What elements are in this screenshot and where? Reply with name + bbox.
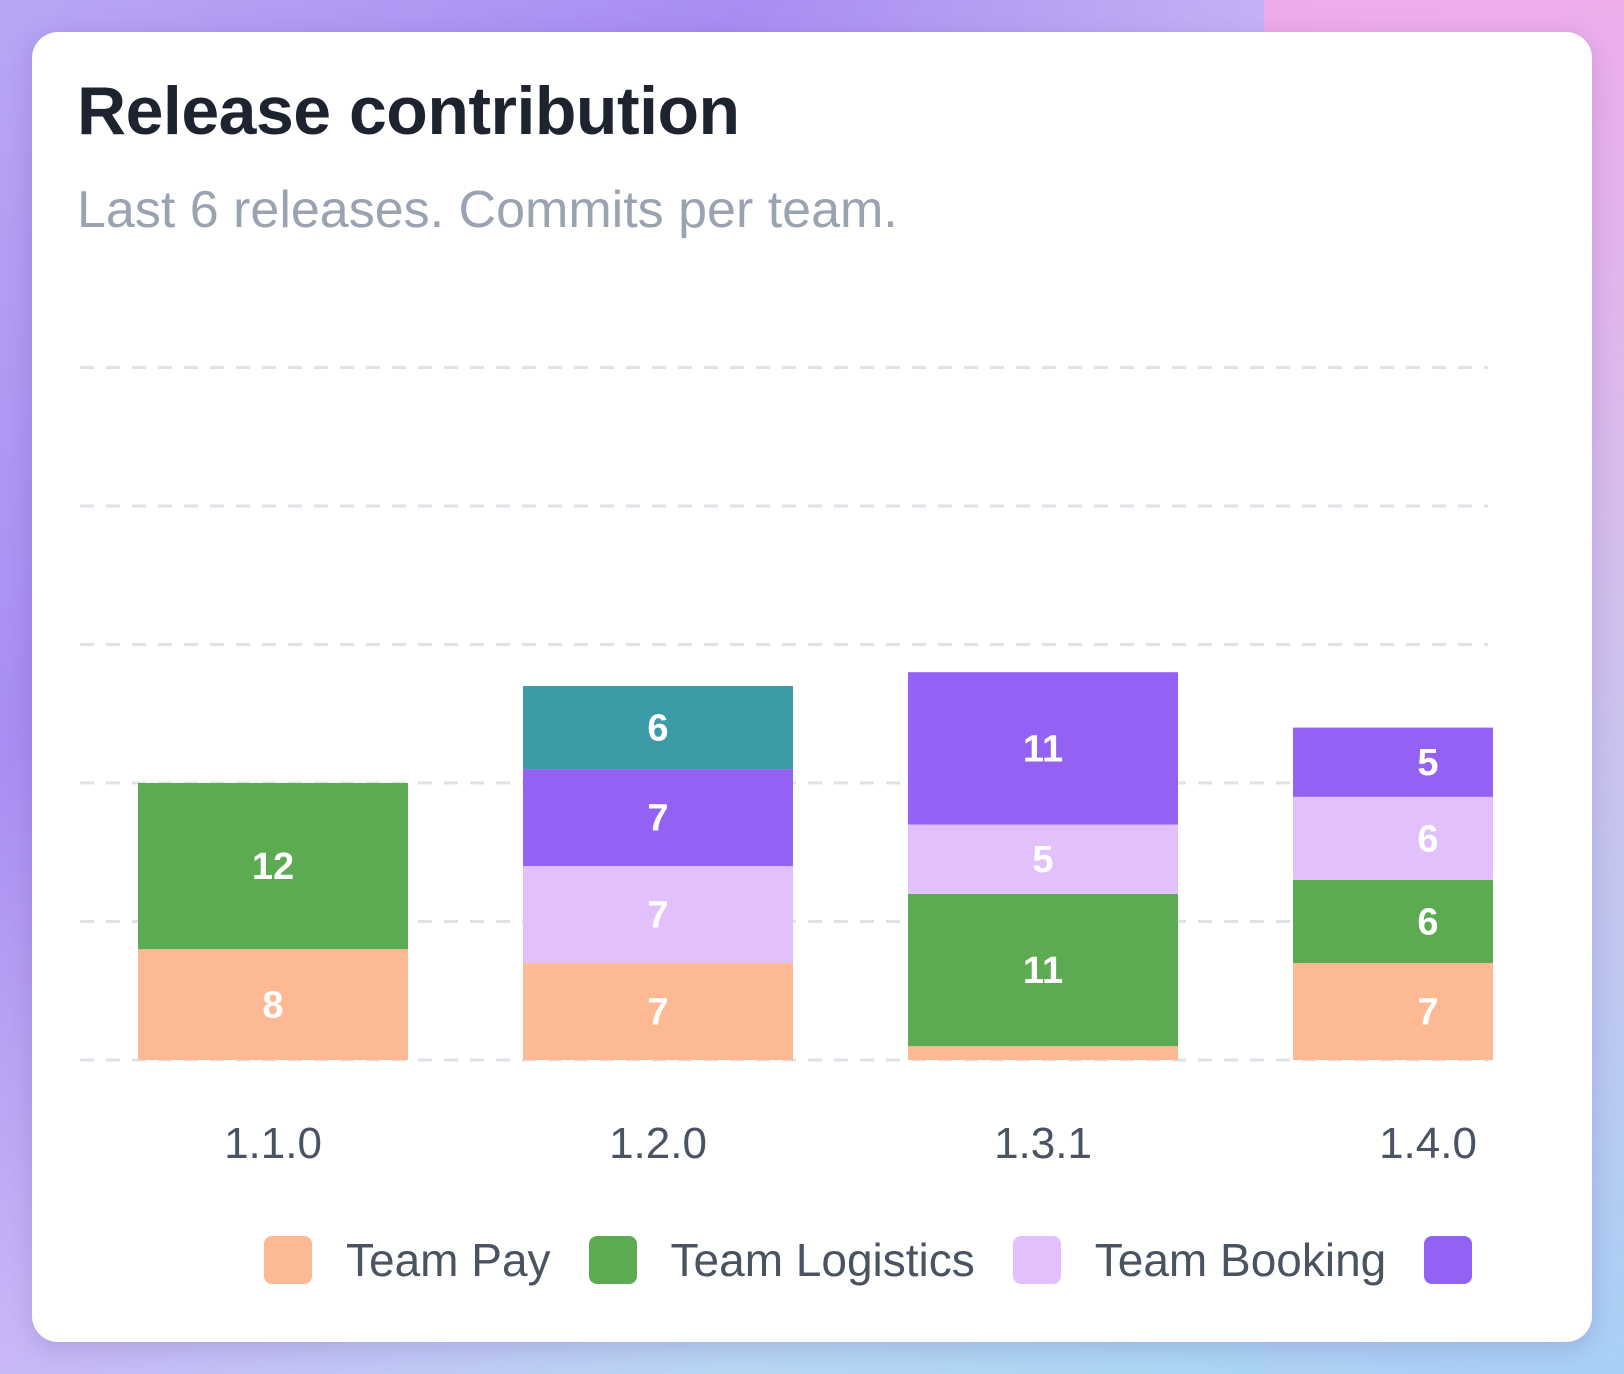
legend: Team Pay Team Logistics Team Booking: [264, 1232, 1544, 1288]
chart-subtitle: Last 6 releases. Commits per team.: [77, 181, 898, 239]
legend-item[interactable]: [1424, 1236, 1506, 1284]
legend-label: Team Pay: [346, 1234, 551, 1286]
bar-segment: [523, 686, 793, 770]
bar-segment: [1293, 963, 1493, 1060]
bar-segment: [908, 672, 1178, 825]
data-label: 5: [1417, 742, 1438, 784]
legend-item[interactable]: Team Booking: [1012, 1233, 1387, 1287]
bar-segment: [908, 893, 1178, 1047]
legend-label: Team Booking: [1094, 1234, 1387, 1286]
legend-swatch: [264, 1236, 312, 1284]
bars: [138, 672, 1493, 1060]
bar-segment: [908, 824, 1178, 894]
data-label: 6: [1417, 818, 1438, 860]
data-label: 12: [252, 846, 294, 888]
legend-item[interactable]: Team Pay: [264, 1233, 551, 1287]
segment-labels: 8 12 7 7 7 6 11 5 11 7 6 6 5: [252, 708, 1439, 1034]
bar-segment: [138, 783, 408, 950]
bar-segment: [523, 866, 793, 964]
x-axis-ticks: 1.1.0 1.2.0 1.3.1 1.4.0: [224, 1119, 1477, 1168]
bar-segment: [1293, 796, 1493, 880]
bar-segment: [523, 963, 793, 1060]
data-label: 11: [1023, 728, 1063, 770]
data-label: 11: [1023, 950, 1063, 992]
data-label: 7: [647, 992, 668, 1034]
legend-label: Team Logistics: [670, 1234, 975, 1286]
legend-swatch: [588, 1236, 637, 1284]
bar-segment: [1293, 879, 1493, 964]
chart-title: Release contribution: [77, 73, 740, 149]
stacked-bar-chart: 8 12 7 7 7 6 11 5 11 7 6 6 5 1.1.0 1.2.0 1.3.1 1.4.0: [80, 366, 1493, 1168]
data-label: 7: [647, 798, 668, 840]
data-label: 6: [647, 708, 668, 750]
data-label: 6: [1417, 902, 1438, 944]
data-label: 7: [647, 895, 668, 937]
bar-segment: [523, 769, 793, 867]
bar-segment: [1293, 727, 1493, 797]
data-label: 7: [1417, 992, 1438, 1034]
x-tick-label: 1.1.0: [224, 1119, 322, 1168]
x-tick-label: 1.4.0: [1379, 1119, 1477, 1168]
chart-card: Release contribution Last 6 releases. Co…: [32, 32, 1592, 1342]
legend-item[interactable]: Team Logistics: [588, 1233, 975, 1287]
data-label: 5: [1032, 839, 1053, 881]
x-tick-label: 1.3.1: [994, 1119, 1092, 1168]
data-label: 8: [262, 985, 283, 1027]
bar-segment: [138, 949, 408, 1060]
bar-segment: [908, 1046, 1178, 1060]
x-tick-label: 1.2.0: [609, 1119, 707, 1168]
legend-swatch: [1012, 1236, 1061, 1284]
legend-swatch: [1424, 1236, 1473, 1284]
